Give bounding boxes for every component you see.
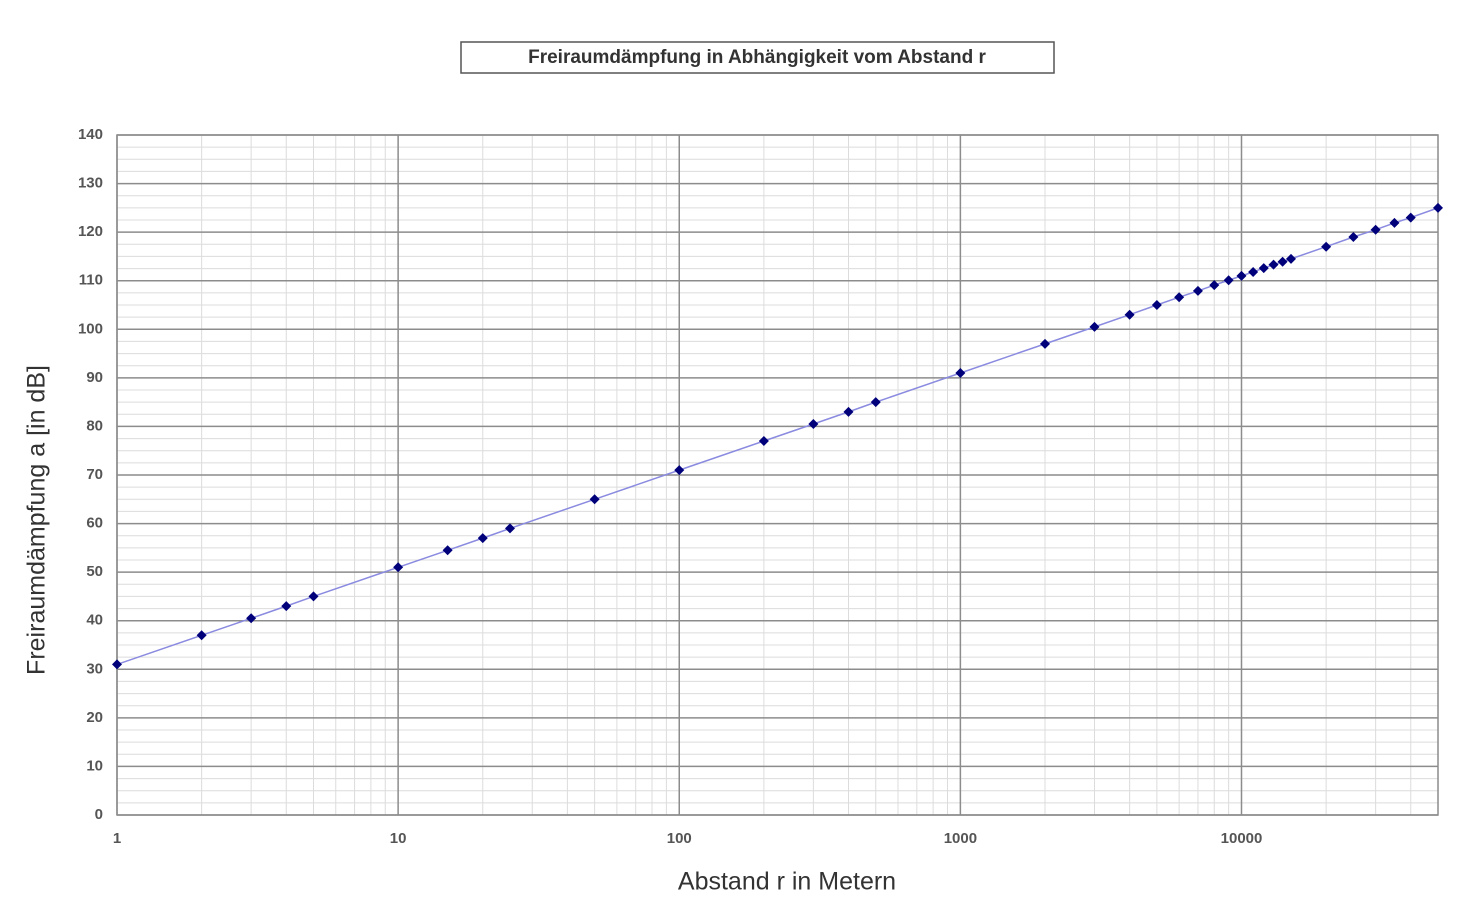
data-point — [1209, 280, 1220, 291]
y-tick-label: 100 — [78, 320, 103, 337]
y-tick-label: 0 — [95, 806, 103, 823]
plot-border — [116, 134, 1439, 816]
data-point — [1370, 224, 1381, 235]
data-point — [1151, 300, 1162, 310]
data-point — [1192, 285, 1203, 296]
x-axis-label: Abstand r in Metern — [678, 868, 896, 896]
chart-title: Freiraumdämpfung in Abhängigkeit vom Abs… — [528, 47, 986, 68]
data-point — [758, 436, 769, 446]
y-tick-label: 30 — [86, 660, 103, 677]
title-box — [460, 41, 1055, 74]
data-point — [955, 368, 966, 378]
data-point — [308, 591, 319, 602]
data-point — [1236, 270, 1247, 281]
data-point — [196, 630, 207, 641]
y-tick-label: 70 — [86, 466, 103, 483]
x-tick-label: 10000 — [1221, 830, 1263, 847]
y-tick-label: 130 — [78, 175, 103, 192]
y-tick-label: 110 — [79, 272, 103, 289]
data-point — [1248, 266, 1259, 277]
data-point — [1258, 263, 1269, 274]
data-point — [246, 613, 257, 624]
series-line — [116, 207, 1439, 666]
data-point — [477, 533, 488, 544]
y-axis-label: Freiraumdämpfung a [in dB] — [23, 365, 51, 675]
data-point — [1277, 256, 1288, 267]
data-point — [112, 659, 122, 670]
data-point — [1124, 309, 1135, 320]
data-point — [843, 406, 854, 417]
data-point — [1389, 217, 1400, 228]
data-point — [1089, 321, 1100, 332]
y-tick-label: 120 — [78, 223, 103, 240]
y-tick-label: 90 — [86, 369, 103, 386]
data-point — [870, 397, 881, 408]
x-tick-label: 1 — [113, 830, 121, 847]
data-point — [1268, 259, 1279, 270]
data-point — [1174, 292, 1185, 303]
data-point — [674, 465, 685, 476]
data-point — [808, 419, 819, 429]
data-point — [393, 562, 404, 573]
y-tick-label: 10 — [86, 757, 103, 774]
y-tick-label: 20 — [86, 709, 103, 726]
x-tick-label: 10 — [390, 830, 407, 847]
y-tick-label: 40 — [86, 612, 103, 629]
data-point — [504, 523, 515, 534]
y-tick-label: 50 — [86, 563, 103, 580]
x-tick-label: 100 — [667, 830, 692, 847]
data-point — [1433, 202, 1443, 213]
data-point — [1286, 253, 1297, 264]
data-point — [1223, 275, 1234, 286]
data-point — [1348, 232, 1359, 242]
data-point — [589, 494, 600, 505]
y-tick-label: 60 — [86, 515, 103, 532]
y-tick-label: 80 — [86, 417, 103, 434]
x-tick-label: 1000 — [944, 830, 977, 847]
data-point — [1040, 338, 1051, 349]
data-point — [1321, 241, 1332, 252]
y-tick-label: 140 — [78, 126, 103, 143]
data-point — [442, 545, 453, 556]
data-point — [281, 601, 292, 612]
data-point — [1405, 212, 1416, 223]
